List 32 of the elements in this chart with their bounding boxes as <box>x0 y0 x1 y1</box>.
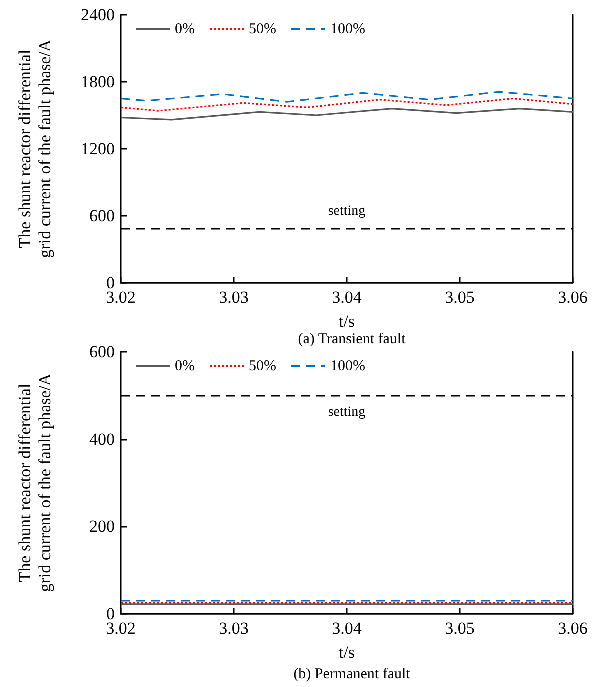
line-series <box>120 108 574 121</box>
y-tick-label: 1800 <box>81 72 115 92</box>
ref-line-label: setting <box>328 405 366 420</box>
y-tick-label: 1200 <box>81 140 115 158</box>
x-axis-title: t/s <box>338 643 356 662</box>
ref-line-label: setting <box>328 204 366 219</box>
y-axis-title: The shunt reactor differential grid current of the fault phase/A <box>16 39 54 258</box>
x-tick-label: 3.05 <box>445 288 475 307</box>
y-tick-label: 400 <box>90 430 115 449</box>
x-tick-label: 3.04 <box>332 619 362 638</box>
x-tick-label: 3.06 <box>558 619 588 638</box>
legend-label: 50% <box>248 358 276 374</box>
legend-label: 100% <box>330 22 366 38</box>
line-series <box>120 91 574 103</box>
x-tick-label: 3.06 <box>558 288 588 307</box>
x-tick-label: 3.04 <box>332 288 362 307</box>
y-axis-title: The shunt reactor differential grid current of the fault phase/A <box>16 373 54 592</box>
line-series <box>120 98 574 112</box>
x-axis-title: t/s <box>338 312 356 331</box>
x-tick-label: 3.05 <box>445 619 475 638</box>
y-tick-label: 200 <box>90 517 115 536</box>
text: (a) Transient fault <box>298 332 407 348</box>
legend-label: 50% <box>248 22 276 38</box>
legend-label: 0% <box>175 358 195 374</box>
y-tick-label: 600 <box>90 206 115 226</box>
text: (b) Permanent fault <box>294 666 412 682</box>
y-tick-label: 600 <box>90 342 115 362</box>
legend-label: 0% <box>175 22 195 38</box>
y-tick-label: 2400 <box>81 6 115 24</box>
x-tick-label: 3.03 <box>219 619 249 638</box>
legend-label: 100% <box>330 358 366 374</box>
x-tick-label: 3.03 <box>219 288 249 307</box>
